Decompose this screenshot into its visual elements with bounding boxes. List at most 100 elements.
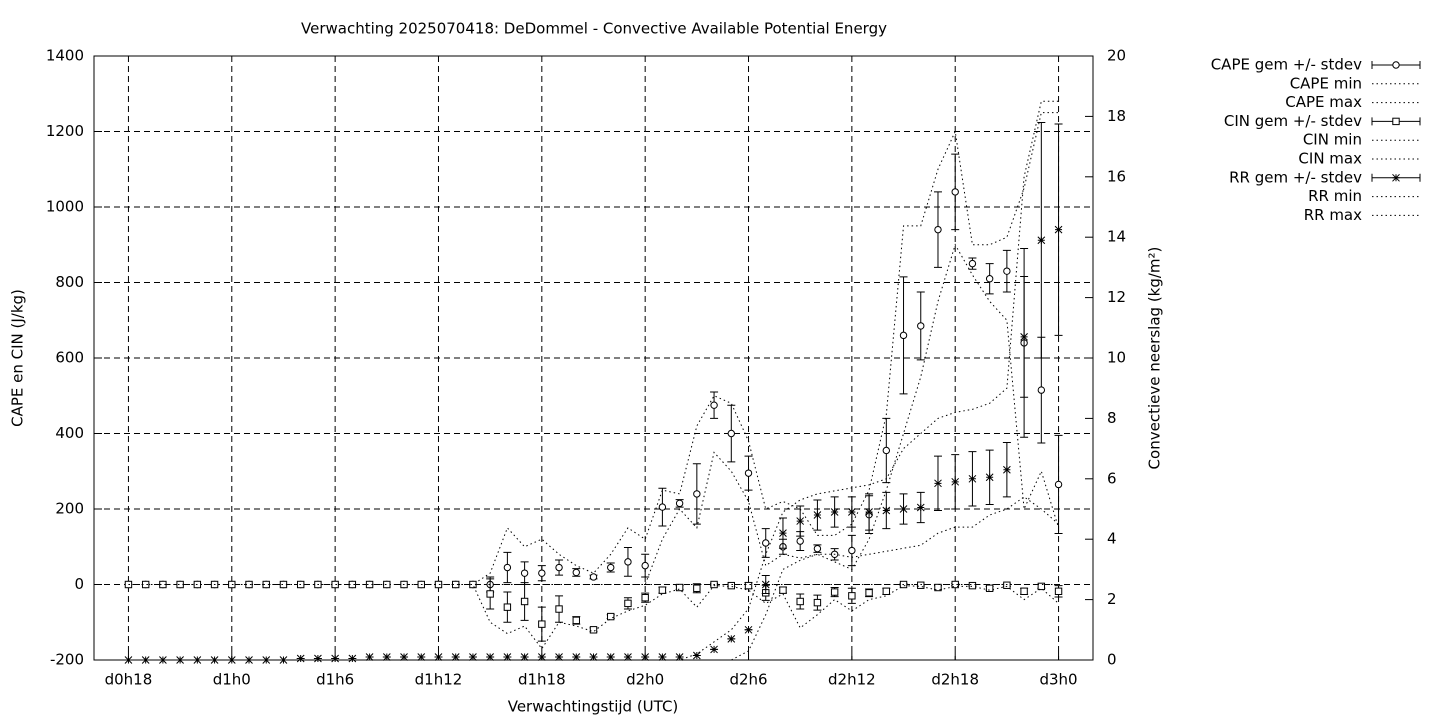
data-point [848, 592, 856, 600]
data-point [520, 597, 529, 606]
data-point [1020, 333, 1028, 341]
data-point [693, 490, 701, 498]
y2-tick-label: 18 [1107, 107, 1126, 125]
data-point [279, 580, 288, 589]
data-point [314, 654, 322, 663]
data-point [675, 583, 684, 592]
data-point [744, 625, 753, 634]
y2-tick-label: 4 [1107, 530, 1117, 548]
legend-label: RR min [1308, 187, 1362, 205]
data-point [572, 653, 581, 661]
data-point [796, 537, 804, 545]
data-point [538, 620, 546, 628]
data-point [503, 653, 512, 661]
data-point [968, 259, 977, 268]
data-point [951, 188, 959, 196]
data-point [1020, 587, 1028, 595]
data-point [1003, 581, 1011, 589]
data-point [658, 586, 667, 594]
y2-tick-label: 14 [1107, 228, 1126, 246]
data-point [1037, 386, 1046, 394]
y2-tick-label: 6 [1107, 469, 1117, 487]
data-point [451, 653, 460, 661]
data-point [279, 656, 288, 664]
data-point [176, 580, 184, 589]
data-point [641, 561, 649, 570]
legend-label: CAPE min [1290, 74, 1362, 92]
legend-label: CAPE gem +/- stdev [1211, 56, 1362, 74]
data-point [882, 446, 891, 455]
y-tick-label: 0 [74, 575, 84, 593]
x-tick-label: d1h18 [518, 671, 566, 689]
data-point [555, 605, 563, 613]
data-point [159, 656, 167, 664]
data-point [176, 656, 184, 664]
data-point [882, 587, 891, 595]
data-point [555, 653, 563, 661]
data-point [830, 588, 839, 596]
data-point [1054, 225, 1063, 234]
data-point [417, 653, 426, 661]
y2-tick-label: 0 [1107, 651, 1117, 669]
data-point [899, 505, 908, 513]
data-point [382, 653, 391, 661]
data-point [227, 656, 236, 664]
data-point [796, 597, 804, 606]
legend-label: CIN gem +/- stdev [1224, 112, 1362, 130]
data-point [141, 656, 150, 664]
data-point [537, 653, 546, 661]
data-point [934, 479, 942, 488]
x-tick-label: d2h12 [828, 671, 876, 689]
data-point [383, 580, 391, 589]
data-point [641, 653, 650, 661]
data-point [365, 653, 374, 661]
data-point [331, 654, 339, 663]
data-point [624, 653, 632, 661]
x-axis-label: Verwachtingstijd (UTC) [508, 698, 679, 716]
data-point [641, 594, 649, 602]
y2-tick-label: 8 [1107, 409, 1117, 427]
data-point [968, 474, 977, 483]
data-point [1037, 236, 1046, 245]
data-point [503, 563, 512, 572]
data-point [710, 401, 718, 409]
data-point [296, 654, 305, 663]
legend-marker [1392, 117, 1400, 126]
data-point [692, 651, 701, 660]
data-point [779, 586, 787, 594]
y-tick-label: 1200 [46, 122, 84, 140]
data-point [572, 616, 580, 625]
data-point [520, 653, 529, 661]
data-point [555, 563, 563, 572]
data-point [486, 590, 494, 598]
data-point [434, 653, 443, 661]
y-axis-label: CAPE en CIN (J/kg) [9, 289, 27, 427]
data-point [1003, 267, 1011, 275]
data-point [934, 225, 942, 234]
data-point [916, 503, 925, 512]
data-point [744, 469, 753, 477]
data-point [624, 558, 632, 566]
x-tick-label: d0h18 [105, 671, 153, 689]
data-point [1037, 582, 1046, 591]
x-tick-label: d1h12 [415, 671, 463, 689]
data-point [934, 583, 942, 592]
data-point [727, 581, 735, 590]
data-point [589, 573, 598, 581]
data-point [899, 331, 908, 340]
data-point [985, 473, 994, 482]
data-point [796, 517, 805, 525]
data-point [727, 635, 736, 643]
data-point [624, 599, 632, 608]
data-point [710, 645, 718, 654]
data-point [865, 589, 873, 597]
y-tick-label: 400 [55, 424, 84, 442]
x-tick-label: d2h6 [729, 671, 767, 689]
data-point [228, 580, 236, 589]
data-point [985, 584, 994, 592]
data-point [589, 653, 598, 661]
data-point [830, 508, 839, 516]
legend-label: RR max [1304, 206, 1362, 224]
legend-label: RR gem +/- stdev [1229, 168, 1362, 186]
